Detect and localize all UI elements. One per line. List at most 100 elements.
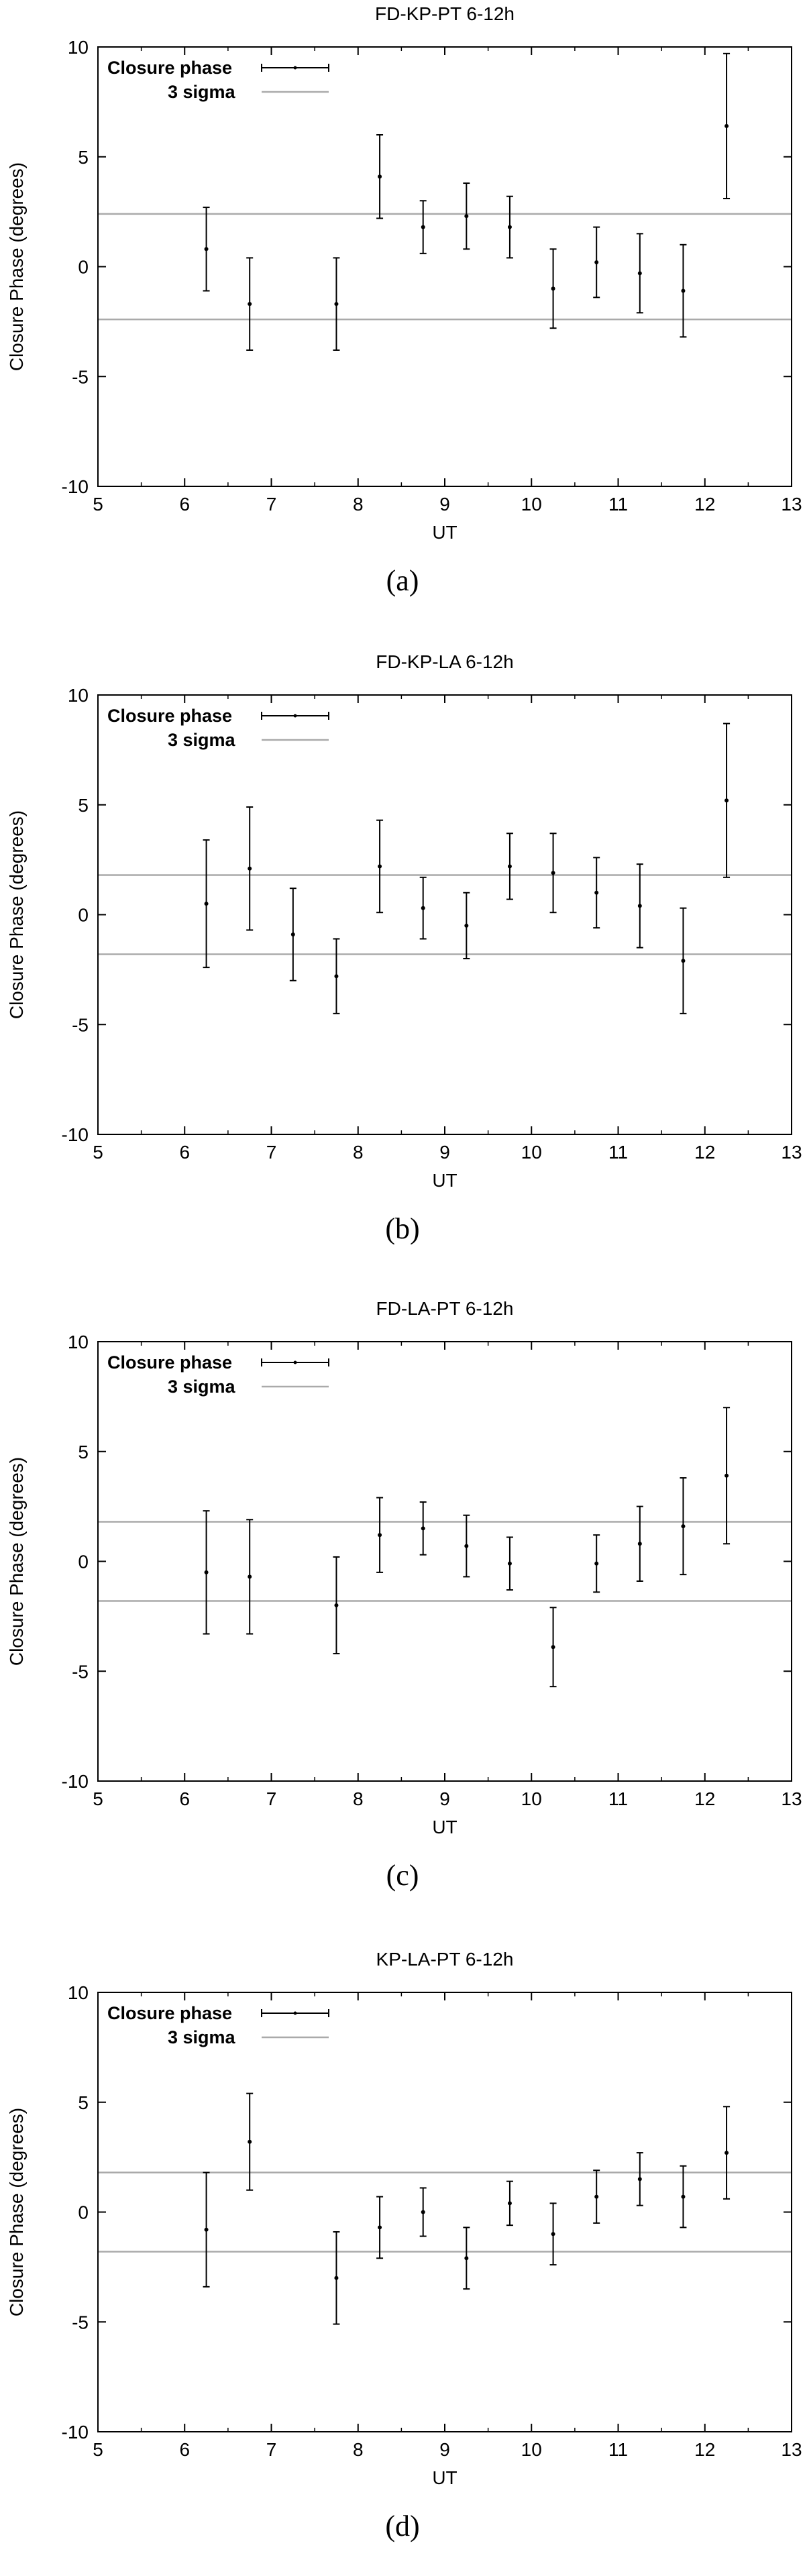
data-point	[203, 2171, 210, 2288]
y-tick-label: 10	[68, 1332, 89, 1352]
chart-title: FD-KP-LA 6-12h	[376, 651, 513, 672]
data-marker	[724, 2151, 729, 2155]
data-point	[333, 2231, 340, 2325]
chart-title: FD-LA-PT 6-12h	[376, 1298, 514, 1319]
data-marker	[204, 247, 209, 252]
panel-caption: (b)	[385, 1212, 420, 1245]
data-marker	[724, 798, 729, 803]
data-point	[376, 1497, 384, 1573]
x-axis-label: UT	[432, 522, 457, 543]
legend-swatch-point	[293, 1360, 297, 1364]
data-point	[549, 2202, 557, 2266]
data-marker	[637, 904, 642, 908]
data-marker	[594, 890, 599, 895]
y-tick-label: 10	[68, 1982, 89, 2003]
x-tick-label: 9	[439, 494, 450, 515]
data-marker	[204, 1570, 209, 1574]
data-point	[680, 1477, 687, 1576]
y-tick-label: 5	[78, 2092, 89, 2113]
x-tick-label: 10	[521, 494, 542, 515]
x-tick-label: 6	[179, 1788, 190, 1809]
data-point	[419, 200, 427, 254]
data-point	[463, 1514, 470, 1578]
x-tick-label: 12	[694, 1788, 715, 1809]
x-tick-label: 13	[781, 2439, 802, 2460]
data-marker	[464, 923, 469, 928]
data-marker	[334, 302, 339, 307]
data-point	[723, 1407, 731, 1545]
chart-svg: FD-KP-PT 6-12h 5 6 7 8 9 10 11 12 13 -10 -5 0 5 10 UT Cl…	[6, 3, 802, 543]
x-tick-label: 11	[608, 1788, 628, 1809]
data-marker	[551, 871, 555, 875]
x-tick-label: 10	[521, 2439, 542, 2460]
x-tick-label: 12	[694, 494, 715, 515]
data-marker	[421, 906, 425, 910]
x-tick-label: 6	[179, 2439, 190, 2460]
x-tick-label: 11	[608, 494, 628, 515]
data-point	[593, 226, 600, 299]
data-point	[203, 839, 210, 969]
data-marker	[204, 2227, 209, 2232]
data-marker	[724, 123, 729, 128]
y-axis-label: Closure Phase (degrees)	[6, 162, 27, 371]
data-marker	[421, 225, 425, 229]
data-point	[463, 2226, 470, 2290]
x-tick-label: 12	[694, 1142, 715, 1163]
x-tick-label: 7	[266, 494, 277, 515]
data-marker	[637, 271, 642, 276]
data-point	[463, 892, 470, 959]
x-tick-label: 13	[781, 494, 802, 515]
y-tick-label: 10	[68, 37, 89, 58]
data-point	[246, 257, 254, 351]
x-tick-label: 9	[439, 2439, 450, 2460]
data-point	[246, 2092, 254, 2191]
plot-frame	[97, 46, 792, 487]
y-tick-label: -5	[72, 2312, 89, 2332]
x-tick-label: 9	[439, 1142, 450, 1163]
data-point	[593, 2169, 600, 2224]
data-point	[636, 2152, 643, 2206]
data-point	[289, 888, 297, 981]
legend-label-data: Closure phase	[107, 706, 232, 726]
data-marker	[637, 2177, 642, 2182]
data-point	[723, 722, 731, 878]
data-marker	[334, 2275, 339, 2280]
chart-panel: KP-LA-PT 6-12h 5 6 7 8 9 10 11 12 13 -10 -5 0 5 10 UT Cl…	[0, 1945, 805, 2576]
data-point	[636, 863, 643, 949]
data-marker	[681, 1524, 686, 1529]
data-point	[723, 52, 731, 199]
data-marker	[594, 1561, 599, 1566]
data-marker	[507, 1561, 512, 1566]
data-marker	[507, 225, 512, 229]
data-marker	[551, 286, 555, 291]
y-tick-label: -10	[62, 1124, 89, 1145]
chart-title: KP-LA-PT 6-12h	[376, 1949, 514, 1970]
data-point	[203, 1510, 210, 1635]
x-axis-label: UT	[432, 1817, 457, 1837]
plot-frame	[97, 1992, 792, 2432]
data-marker	[204, 902, 209, 906]
legend-swatch-point	[293, 2011, 297, 2015]
data-marker	[551, 1645, 555, 1650]
chart-title: FD-KP-PT 6-12h	[375, 3, 515, 24]
chart-svg: FD-KP-LA 6-12h 5 6 7 8 9 10 11 12 13 -10 -5 0 5 10 UT Cl…	[6, 651, 802, 1191]
legend-label-data: Closure phase	[107, 2003, 232, 2023]
x-tick-label: 8	[353, 2439, 364, 2460]
data-point	[549, 1607, 557, 1688]
y-tick-label: -5	[72, 1014, 89, 1035]
data-marker	[594, 2194, 599, 2199]
x-tick-label: 10	[521, 1142, 542, 1163]
x-tick-label: 5	[93, 494, 103, 515]
data-point	[506, 2180, 513, 2226]
data-marker	[681, 2194, 686, 2199]
data-point	[203, 207, 210, 292]
data-marker	[248, 1574, 252, 1579]
data-point	[680, 244, 687, 338]
data-point	[333, 1556, 340, 1655]
data-marker	[551, 2232, 555, 2237]
y-axis-label: Closure Phase (degrees)	[6, 1457, 27, 1666]
x-axis-label: UT	[432, 2467, 457, 2488]
y-tick-label: 5	[78, 1442, 89, 1462]
data-marker	[464, 2256, 469, 2261]
